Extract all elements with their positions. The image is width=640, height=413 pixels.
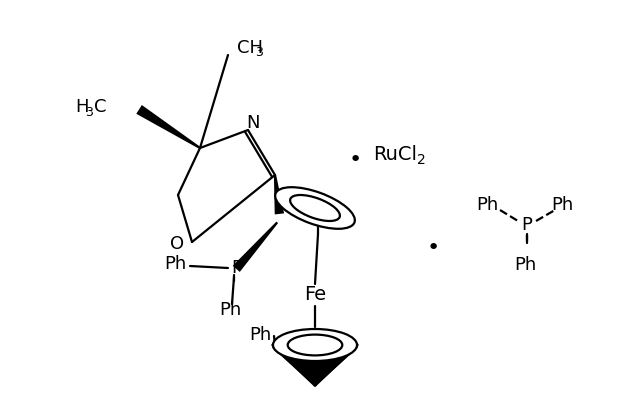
Text: Ph: Ph [514,256,536,274]
Text: CH: CH [237,39,263,57]
Ellipse shape [288,335,342,356]
Text: N: N [246,114,260,132]
Text: Ph: Ph [249,326,271,344]
Text: 3: 3 [85,105,93,119]
Ellipse shape [275,187,355,229]
Text: Ph: Ph [551,196,573,214]
Ellipse shape [273,329,357,361]
Text: Ph: Ph [219,301,241,319]
Text: P: P [232,259,243,277]
Text: H: H [75,98,88,116]
Text: 2: 2 [417,153,426,167]
Text: •: • [426,238,440,258]
Polygon shape [273,347,357,385]
Text: RuCl: RuCl [373,145,417,164]
Text: C: C [94,98,106,116]
Ellipse shape [290,195,340,221]
Text: Fe: Fe [304,285,326,304]
Text: P: P [522,216,532,234]
Polygon shape [234,222,277,271]
Polygon shape [275,175,283,213]
Text: Ph: Ph [164,255,186,273]
Text: Ph: Ph [476,196,498,214]
Text: 3: 3 [255,47,263,59]
Polygon shape [138,107,200,148]
Text: •: • [348,150,362,170]
Text: O: O [170,235,184,253]
